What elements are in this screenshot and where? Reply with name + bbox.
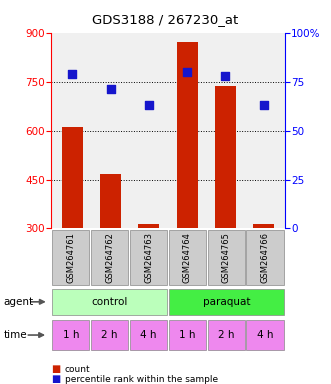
Bar — [91, 230, 128, 285]
Bar — [52, 230, 89, 285]
Text: GSM264762: GSM264762 — [105, 232, 114, 283]
Bar — [130, 230, 167, 285]
Bar — [253, 223, 274, 228]
Text: GDS3188 / 267230_at: GDS3188 / 267230_at — [92, 13, 239, 26]
Bar — [177, 43, 198, 228]
Text: 1 h: 1 h — [63, 330, 79, 340]
Bar — [169, 320, 206, 350]
Text: 4 h: 4 h — [140, 330, 157, 340]
Bar — [138, 223, 159, 228]
Text: time: time — [3, 330, 27, 340]
Point — [146, 102, 152, 108]
Text: 2 h: 2 h — [101, 330, 118, 340]
Text: count: count — [65, 365, 90, 374]
Text: 2 h: 2 h — [218, 330, 235, 340]
Bar — [62, 127, 83, 228]
Text: GSM264764: GSM264764 — [183, 232, 192, 283]
Bar — [52, 289, 167, 314]
Bar — [169, 289, 284, 314]
Point — [184, 69, 190, 75]
Text: GSM264761: GSM264761 — [66, 232, 75, 283]
Bar — [208, 320, 245, 350]
Bar — [247, 230, 284, 285]
Point — [108, 86, 113, 93]
Text: 4 h: 4 h — [257, 330, 273, 340]
Bar — [247, 320, 284, 350]
Point — [70, 71, 75, 77]
Point — [223, 73, 228, 79]
Text: ■: ■ — [51, 364, 61, 374]
Text: control: control — [91, 297, 128, 307]
Bar — [169, 230, 206, 285]
Bar — [91, 320, 128, 350]
Text: paraquat: paraquat — [203, 297, 250, 307]
Text: percentile rank within the sample: percentile rank within the sample — [65, 375, 218, 384]
Text: GSM264763: GSM264763 — [144, 232, 153, 283]
Bar — [130, 320, 167, 350]
Point — [261, 102, 266, 108]
Text: GSM264766: GSM264766 — [261, 232, 270, 283]
Bar — [208, 230, 245, 285]
Text: agent: agent — [3, 297, 33, 307]
Bar — [52, 320, 89, 350]
Text: 1 h: 1 h — [179, 330, 196, 340]
Bar — [100, 174, 121, 228]
Bar — [215, 86, 236, 228]
Text: GSM264765: GSM264765 — [222, 232, 231, 283]
Text: ■: ■ — [51, 374, 61, 384]
